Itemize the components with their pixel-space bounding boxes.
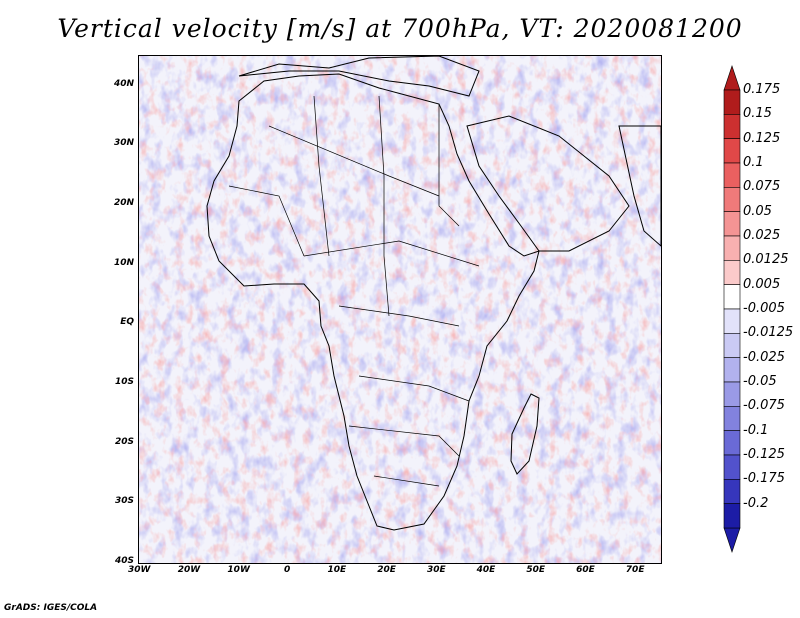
velocity-field bbox=[139, 56, 661, 563]
lon-tick-label: 10W bbox=[227, 565, 250, 575]
colorbar-top-arrow bbox=[723, 65, 741, 91]
africa-coastline bbox=[206, 73, 540, 531]
lon-tick-label: 10E bbox=[327, 565, 347, 575]
colorbar-cell bbox=[723, 235, 741, 261]
colorbar-cell bbox=[723, 89, 741, 115]
lat-tick-label: 40S bbox=[114, 556, 134, 566]
colorbar-cell bbox=[723, 114, 741, 139]
colorbar-cell bbox=[723, 138, 741, 164]
colorbar-cell bbox=[723, 430, 741, 456]
colorbar-level-label: 0.0125 bbox=[743, 252, 789, 268]
colorbar-cell bbox=[723, 333, 741, 358]
europe-coastline bbox=[238, 56, 480, 97]
colorbar-cell bbox=[723, 211, 741, 237]
india-coastline bbox=[618, 125, 661, 247]
colorbar-level-label: 0.075 bbox=[743, 179, 781, 195]
colorbar-cells bbox=[723, 89, 741, 529]
colorbar-level-label: 0.05 bbox=[743, 203, 772, 219]
colorbar-level-label: 0.005 bbox=[743, 276, 781, 292]
colorbar-cell bbox=[723, 503, 741, 529]
colorbar-cell bbox=[723, 284, 741, 310]
colorbar-cell bbox=[723, 357, 741, 383]
colorbar-level-label: -0.025 bbox=[743, 349, 785, 365]
lat-tick-label: 10N bbox=[113, 257, 134, 268]
lat-tick-label: 20S bbox=[114, 436, 134, 447]
chart-title: Vertical velocity [m/s] at 700hPa, VT: 2… bbox=[57, 14, 743, 43]
lon-tick-label: 30E bbox=[426, 565, 446, 575]
colorbar-cell bbox=[723, 162, 741, 188]
colorbar-cell bbox=[723, 479, 741, 504]
colorbar-level-label: 0.125 bbox=[743, 130, 781, 146]
lon-tick-label: 40E bbox=[476, 565, 496, 575]
colorbar-cell bbox=[723, 187, 741, 212]
colorbar-level-label: -0.005 bbox=[743, 301, 785, 316]
lat-tick-label: EQ bbox=[120, 317, 134, 328]
lon-tick-label: 20E bbox=[377, 565, 396, 575]
colorbar-level-label: -0.05 bbox=[743, 374, 777, 389]
colorbar bbox=[723, 65, 741, 553]
grads-credit: GrADS: IGES/COLA bbox=[4, 603, 98, 613]
map-panel bbox=[138, 55, 662, 564]
velocity-field-map bbox=[139, 56, 661, 563]
colorbar-level-label: 0.025 bbox=[743, 228, 781, 243]
country-borders bbox=[228, 95, 480, 487]
coastlines bbox=[206, 56, 661, 531]
lon-tick-label: 20W bbox=[177, 565, 201, 575]
colorbar-bottom-arrow bbox=[723, 527, 741, 553]
lat-tick-label: 20N bbox=[113, 198, 134, 209]
colorbar-level-label: -0.075 bbox=[743, 398, 785, 414]
lat-tick-label: 10S bbox=[114, 377, 134, 388]
colorbar-level-label: -0.0125 bbox=[743, 325, 794, 341]
madagascar-coastline bbox=[510, 393, 540, 475]
colorbar-cell bbox=[723, 454, 741, 480]
colorbar-level-label: 0.1 bbox=[743, 155, 764, 170]
colorbar-cell bbox=[723, 406, 741, 431]
lon-tick-label: 0 bbox=[284, 565, 291, 575]
colorbar-cell bbox=[723, 308, 741, 334]
lat-tick-label: 30N bbox=[113, 138, 134, 149]
colorbar-level-label: 0.15 bbox=[743, 106, 772, 122]
colorbar-level-label: 0.175 bbox=[743, 82, 781, 97]
lon-tick-label: 60E bbox=[576, 565, 595, 575]
colorbar-cell bbox=[723, 381, 741, 407]
lon-tick-label: 50E bbox=[526, 565, 546, 575]
lat-tick-label: 40N bbox=[113, 78, 134, 89]
lat-tick-label: 30S bbox=[114, 496, 134, 507]
arabia-coastline bbox=[466, 115, 630, 252]
colorbar-level-label: -0.1 bbox=[743, 422, 769, 438]
colorbar-cell bbox=[723, 260, 741, 285]
colorbar-level-label: -0.125 bbox=[743, 447, 785, 462]
lon-tick-label: 70E bbox=[625, 565, 645, 575]
colorbar-level-label: -0.2 bbox=[743, 495, 769, 511]
lon-tick-label: 30W bbox=[128, 565, 151, 575]
colorbar-level-label: -0.175 bbox=[743, 471, 785, 487]
